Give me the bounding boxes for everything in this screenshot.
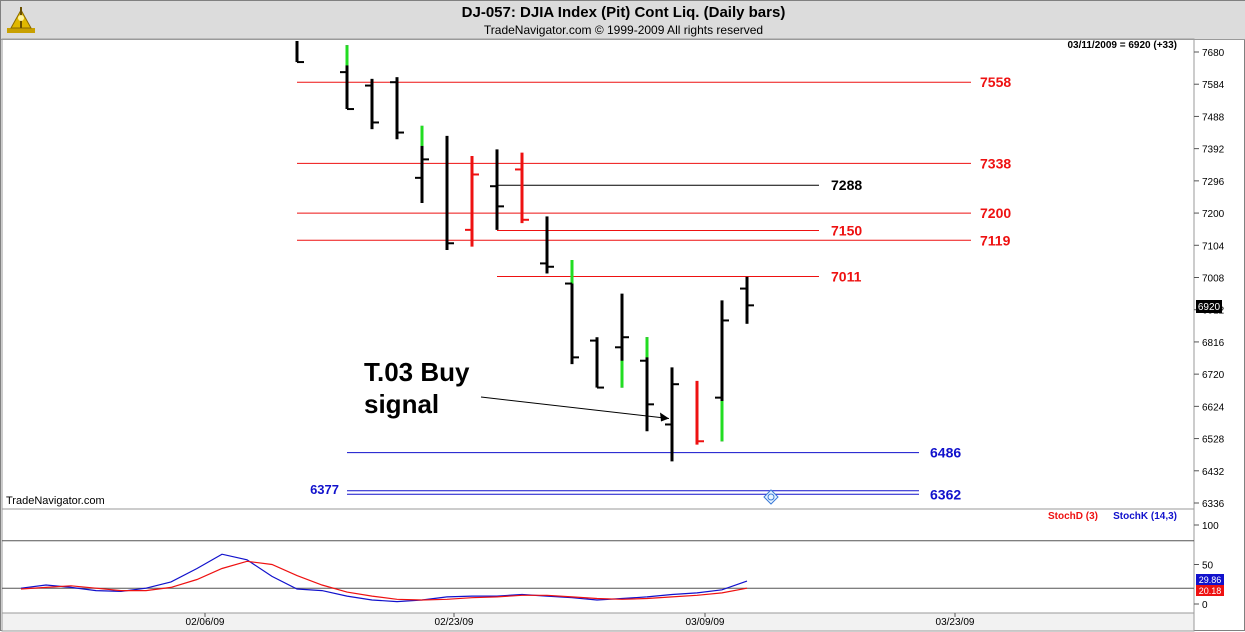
date-tick-label: 03/09/09 — [686, 617, 725, 628]
current-price-label: 6920 — [1198, 302, 1221, 313]
price-tick-label: 7104 — [1202, 241, 1225, 252]
level-label: 6362 — [930, 486, 961, 502]
chart-copyright: TradeNavigator.com © 1999-2009 All right… — [483, 23, 764, 37]
stochd-value-marker — [1196, 585, 1224, 596]
price-tick-label: 6336 — [1202, 499, 1225, 510]
price-tick-label: 7488 — [1202, 112, 1225, 123]
watermark: TradeNavigator.com — [6, 495, 105, 507]
price-tick-label: 7680 — [1202, 48, 1225, 59]
stochd-line — [20, 560, 748, 601]
annotation-arrow — [480, 396, 670, 419]
price-tick-label: 6528 — [1202, 435, 1225, 446]
price-tick-label: 7200 — [1202, 209, 1225, 220]
support-resistance-levels: 7558 7338 7288 7200 7150 7119 7011 6486 6362 6377 — [297, 74, 1011, 502]
level-label: 7150 — [831, 223, 862, 239]
price-tick-label: 6624 — [1202, 402, 1225, 413]
price-tick-label: 6816 — [1202, 338, 1225, 349]
oscillator-pane — [1, 508, 1195, 614]
price-bars — [295, 41, 754, 462]
annotation-line-2: signal — [364, 389, 439, 419]
price-tick-label: 7392 — [1202, 145, 1225, 156]
date-tick-label: 03/23/09 — [936, 617, 975, 628]
level-label: 7119 — [980, 232, 1011, 248]
level-label: 7200 — [980, 205, 1011, 221]
date-tick-label: 02/23/09 — [435, 617, 474, 628]
stochk-value: 29.86 — [1199, 575, 1222, 585]
price-tick-label: 7296 — [1202, 177, 1225, 188]
level-label: 6486 — [930, 445, 961, 461]
signal-diamond-icon — [763, 489, 779, 505]
chart-title: DJ-057: DJIA Index (Pit) Cont Liq. (Dail… — [461, 4, 786, 21]
legend-stochk: StochK (14,3) — [1113, 511, 1177, 522]
stochk-line — [20, 553, 748, 603]
stochk-value-marker — [1196, 574, 1224, 585]
date-axis — [1, 612, 1195, 632]
osc-tick-label: 0 — [1202, 600, 1208, 611]
level-label: 6377 — [310, 482, 339, 497]
oscillator-axis: 100 50 0 — [2, 521, 1219, 611]
level-label: 7558 — [980, 74, 1011, 90]
stochd-value: 20.18 — [1199, 586, 1222, 596]
price-tick-label: 7008 — [1202, 274, 1225, 285]
date-tick-label: 02/06/09 — [186, 617, 225, 628]
annotation-line-1: T.03 Buy — [364, 357, 470, 387]
current-price-marker — [1196, 300, 1222, 313]
stochastic-lines — [20, 553, 748, 603]
price-pane — [1, 38, 1195, 510]
chart-header: DJ-057: DJIA Index (Pit) Cont Liq. (Dail… — [1, 1, 1245, 40]
price-tick-label: 7584 — [1202, 80, 1225, 91]
price-axis: 7680758474887392729672007104700869126816… — [1194, 48, 1225, 510]
osc-tick-label: 100 — [1202, 521, 1219, 532]
level-label: 7338 — [980, 155, 1011, 171]
date-axis-labels: 02/06/09 02/23/09 03/09/09 03/23/09 — [186, 613, 975, 628]
level-label: 7011 — [831, 268, 862, 284]
legend-stochd: StochD (3) — [1048, 511, 1098, 522]
osc-tick-label: 50 — [1202, 561, 1214, 572]
price-tick-label: 6432 — [1202, 467, 1225, 478]
last-quote-readout: 03/11/2009 = 6920 (+33) — [1067, 40, 1177, 51]
price-tick-label: 6720 — [1202, 370, 1225, 381]
level-label: 7288 — [831, 177, 862, 193]
trade-navigator-logo-icon — [7, 7, 35, 33]
annotation-arrowhead — [660, 412, 669, 422]
